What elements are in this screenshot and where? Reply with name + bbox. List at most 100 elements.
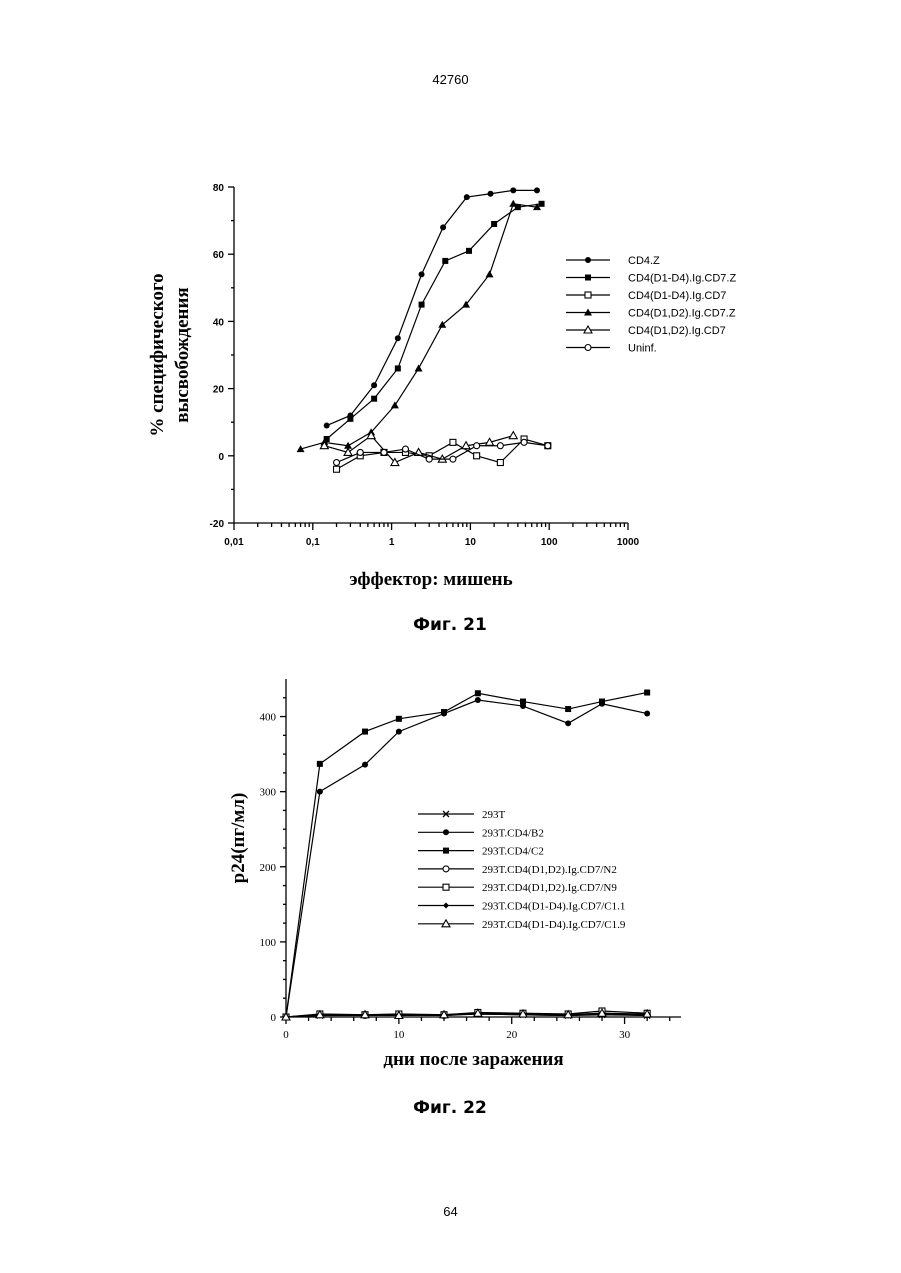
fig21-data-point (391, 401, 399, 408)
fig21-caption: Фиг. 21 (413, 615, 487, 635)
page-footer-number: 64 (0, 1204, 901, 1219)
fig22-data-point (396, 716, 402, 722)
fig21-data-point (474, 453, 480, 459)
fig21-y-tick-label: 0 (218, 452, 224, 463)
fig21-x-tick-label: 0,1 (306, 537, 320, 548)
fig22-y-tick-label: 200 (260, 862, 277, 874)
fig21-series-line (301, 204, 537, 449)
fig22-data-point (441, 709, 447, 715)
fig21-y-tick-label: -20 (210, 519, 225, 530)
fig21-data-point (371, 396, 377, 402)
fig21-data-point (510, 187, 516, 193)
fig22-y-tick-label: 400 (260, 712, 277, 724)
fig21-series (334, 436, 551, 472)
fig21-legend: CD4.Z CD4(D1-D4).Ig.CD7.Z CD4(D1-D4).Ig.CD… (566, 255, 736, 355)
fig21-data-point (426, 456, 432, 462)
fig22-data-point (396, 729, 402, 735)
fig21-y-axis-title-line1: % специфического (147, 273, 168, 436)
fig22-series-line (286, 700, 647, 1017)
fig22-legend-label: 293T.CD4(D1-D4).Ig.CD7/C1.9 (482, 919, 626, 931)
fig22-legend: 293T 293T.CD4/B2 293T.CD4/C2 293T.CD4(D1,D2… (418, 809, 626, 931)
fig22-legend-marker (443, 829, 449, 835)
fig21-data-point (545, 443, 551, 449)
fig21-data-point (334, 460, 340, 466)
fig22-data-point (565, 706, 571, 712)
fig21-legend-label: CD4(D1-D4).Ig.CD7.Z (628, 273, 736, 285)
fig22-data-point (362, 762, 368, 768)
fig21-data-point (539, 201, 545, 207)
fig22-legend-label: 293T.CD4(D1,D2).Ig.CD7/N9 (482, 882, 617, 894)
fig22-legend-marker (443, 866, 449, 872)
fig22-legend-marker (443, 903, 449, 909)
fig22-legend-marker (443, 884, 449, 890)
fig21-y-axis-title-line2: высвобождения (172, 287, 193, 422)
fig22-series-line (286, 693, 647, 1017)
fig21-data-point (324, 423, 330, 429)
fig21-axes (228, 187, 628, 530)
fig21-legend-label: CD4(D1,D2).Ig.CD7.Z (628, 308, 736, 320)
fig21-legend-marker (585, 292, 591, 298)
fig22-caption: Фиг. 22 (413, 1098, 487, 1118)
fig21-data-point (419, 302, 425, 308)
fig21-data-point (474, 443, 480, 449)
fig21-legend-label: Uninf. (628, 343, 657, 355)
fig21-legend-marker (585, 345, 591, 351)
fig21-series (297, 200, 541, 452)
fig22-data-point (599, 699, 605, 705)
fig21-data-point (488, 191, 494, 197)
fig22-series (283, 690, 650, 1020)
fig21-legend-marker (585, 275, 591, 281)
fig21-data-point (450, 456, 456, 462)
fig21-data-point (497, 460, 503, 466)
fig21-data-point (464, 194, 470, 200)
fig21-data-point (371, 382, 377, 388)
fig21-x-axis-title: эффектор: мишень (349, 569, 512, 590)
fig21-data-point (466, 248, 472, 254)
fig22-axes (280, 679, 681, 1024)
fig22-y-axis-title: p24(пг/мл) (228, 793, 249, 884)
fig22-legend-marker (443, 848, 449, 854)
fig21-legend-marker (585, 257, 591, 263)
fig21-series (324, 201, 545, 442)
fig22-data-point (565, 720, 571, 726)
fig21-y-tick-label: 80 (213, 183, 225, 194)
fig22-data-point (644, 711, 650, 717)
figure-21-chart: -200204060800,010,11101001000эффектор: м… (0, 165, 901, 645)
page-header-number: 42760 (0, 72, 901, 87)
fig21-legend-label: CD4.Z (628, 255, 660, 267)
fig22-x-tick-label: 30 (619, 1029, 631, 1041)
fig22-data-point (644, 690, 650, 696)
fig22-x-tick-label: 10 (393, 1029, 405, 1041)
fig21-data-point (357, 449, 363, 455)
fig22-data-point (520, 699, 526, 705)
fig22-legend-label: 293T (482, 809, 506, 821)
fig21-data-point (395, 335, 401, 341)
fig21-x-tick-label: 10 (465, 537, 477, 548)
fig21-series-line (337, 442, 548, 462)
fig21-data-point (419, 271, 425, 277)
fig21-data-point (381, 449, 387, 455)
fig22-y-tick-label: 0 (271, 1012, 277, 1024)
fig21-x-tick-label: 1 (389, 537, 395, 548)
fig22-data-point (362, 729, 368, 735)
fig22-legend-label: 293T.CD4/B2 (482, 827, 544, 839)
fig21-y-tick-label: 40 (213, 317, 225, 328)
fig22-legend-label: 293T.CD4(D1,D2).Ig.CD7/N2 (482, 864, 617, 876)
fig21-x-tick-label: 100 (541, 537, 558, 548)
fig21-data-point (534, 187, 540, 193)
figure-22-chart: 01002003004000102030дни после зараженияp… (0, 665, 901, 1135)
fig21-legend-label: CD4(D1-D4).Ig.CD7 (628, 290, 726, 302)
fig22-legend-label: 293T.CD4/C2 (482, 846, 544, 858)
fig22-data-point (475, 690, 481, 696)
fig21-data-point (334, 466, 340, 472)
fig21-y-tick-label: 20 (213, 385, 225, 396)
fig22-x-axis-title: дни после заражения (383, 1049, 563, 1070)
fig21-data-point (402, 446, 408, 452)
fig21-data-point (395, 365, 401, 371)
fig21-data-point (497, 443, 503, 449)
fig22-x-tick-label: 0 (283, 1029, 289, 1041)
fig21-data-point (521, 439, 527, 445)
fig21-data-point (442, 258, 448, 264)
fig21-data-point (491, 221, 497, 227)
fig21-y-tick-label: 60 (213, 250, 225, 261)
